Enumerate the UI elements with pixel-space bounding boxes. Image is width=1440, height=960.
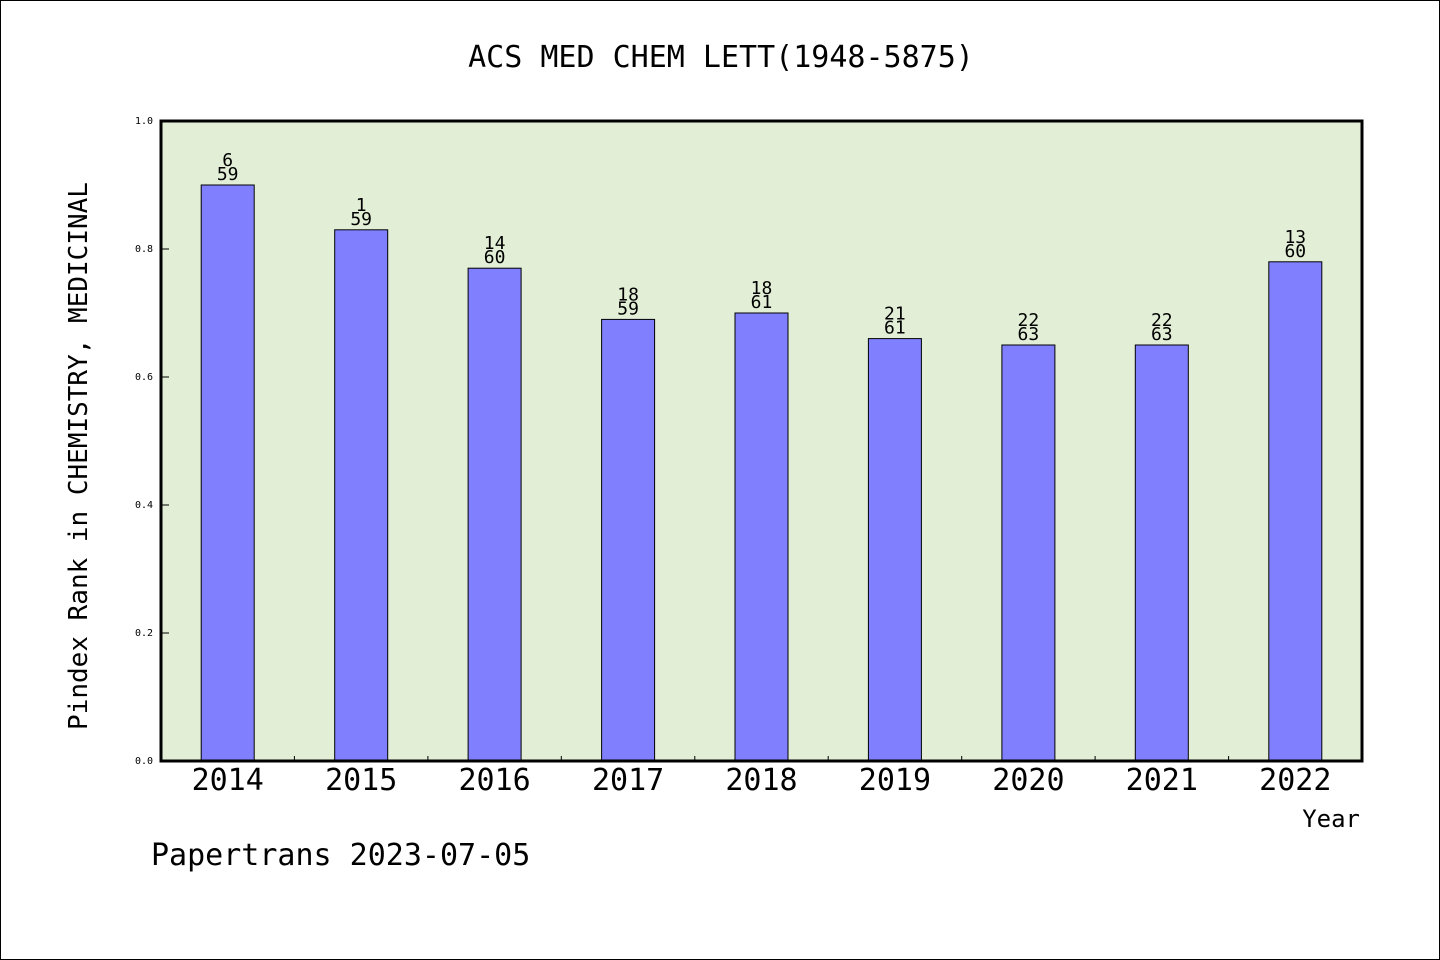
x-tick-label: 2015	[325, 763, 397, 798]
x-tick-label: 2014	[192, 763, 264, 798]
bar-total-label: 59	[350, 209, 372, 230]
bar-rank-label: 14	[484, 233, 506, 254]
bar-rank-label: 21	[884, 304, 906, 325]
bar-2016	[467, 267, 522, 762]
bar-total-label: 59	[617, 298, 639, 319]
bar-2018	[734, 312, 789, 762]
chart-title: ACS MED CHEM LETT(1948-5875)	[468, 40, 974, 75]
bar-rank-label: 18	[751, 278, 773, 299]
bar-total-label: 60	[484, 247, 506, 268]
bars-group	[200, 184, 1323, 762]
bar-rank-label: 22	[1151, 310, 1173, 331]
bar-total-label: 61	[884, 318, 906, 339]
bar-rank-label: 22	[1018, 310, 1040, 331]
bar-2022	[1268, 261, 1323, 762]
x-tick-label: 2020	[992, 763, 1064, 798]
x-axis: 2014 2015 2016 2017 2018 2019 2020 2021 2022	[192, 756, 1331, 798]
x-tick-label: 2018	[725, 763, 797, 798]
bar-2014	[200, 184, 255, 762]
x-tick-label: 2021	[1126, 763, 1198, 798]
y-tick-label: 0.6	[135, 372, 153, 383]
bar-total-label: 63	[1018, 324, 1040, 345]
bar-rank-label: 18	[617, 284, 639, 305]
bar-2015	[334, 229, 389, 762]
plot-border	[159, 119, 1364, 763]
x-tick-label: 2022	[1259, 763, 1331, 798]
bar-total-label: 61	[751, 292, 773, 313]
bar-rank-label: 6	[222, 150, 233, 171]
x-tick-label: 2019	[859, 763, 931, 798]
bar-total-label: 60	[1284, 241, 1306, 262]
y-axis-title: Pindex Rank in CHEMISTRY, MEDICINAL	[64, 182, 94, 730]
x-axis-title: Year	[1302, 805, 1360, 833]
bar-2020	[1001, 344, 1056, 762]
y-tick-label: 1.0	[135, 116, 153, 127]
y-tick-label: 0.8	[135, 244, 153, 255]
y-tick-label: 0.2	[135, 628, 153, 639]
y-tick-label: 0.4	[135, 500, 153, 511]
bar-rank-label: 13	[1284, 227, 1306, 248]
bar-2017	[601, 318, 656, 762]
bar-total-label: 59	[217, 164, 239, 185]
footer-credit: Papertrans 2023-07-05	[151, 838, 530, 873]
x-tick-label: 2017	[592, 763, 664, 798]
bar-2019	[867, 338, 922, 762]
y-tick-label: 0.0	[135, 756, 153, 767]
bar-rank-label: 1	[356, 195, 367, 216]
bar-2021	[1134, 344, 1189, 762]
bar-total-label: 63	[1151, 324, 1173, 345]
x-tick-label: 2016	[458, 763, 530, 798]
